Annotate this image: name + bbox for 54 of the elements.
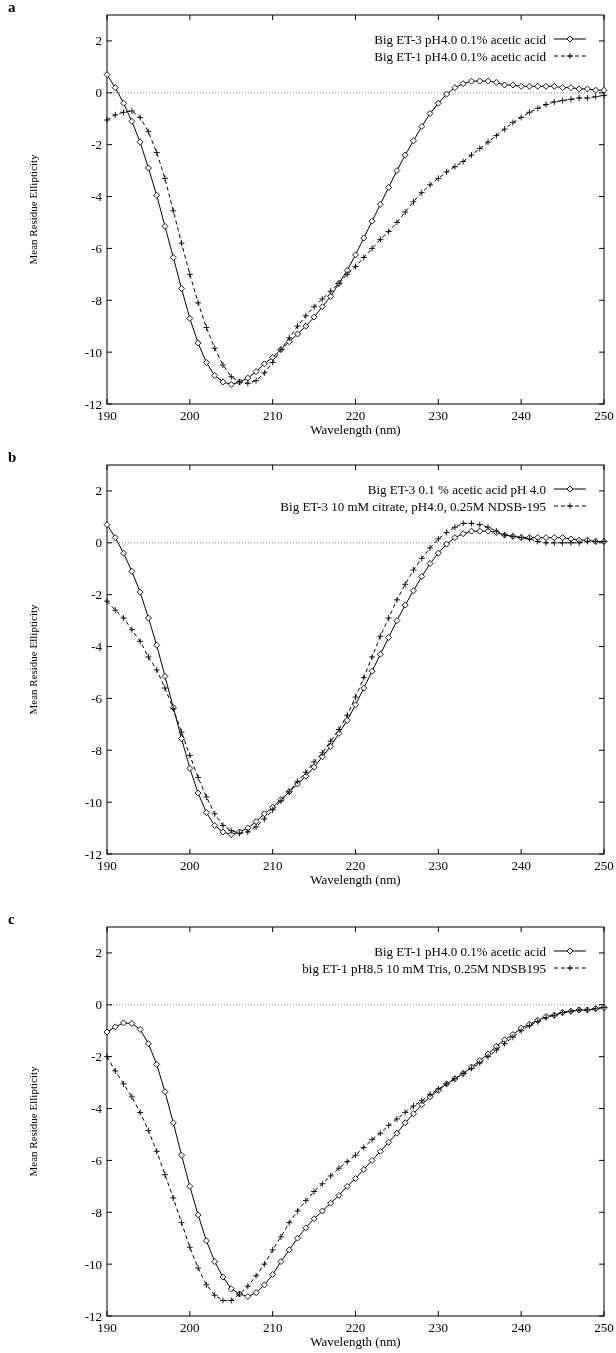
y-tick-label: -4 <box>91 189 103 205</box>
y-tick-label: -2 <box>91 1049 102 1065</box>
legend-label: big ET-1 pH8.5 10 mM Tris, 0.25M NDSB195 <box>302 960 546 976</box>
text: c <box>8 911 15 927</box>
y-tick-label: -6 <box>91 690 103 706</box>
y-tick-label: 2 <box>95 483 102 499</box>
x-tick-label: 220 <box>345 858 366 873</box>
x-tick-label: 240 <box>511 1320 531 1335</box>
x-tick-label: 250 <box>594 1320 614 1335</box>
y-tick-label: -2 <box>91 137 102 153</box>
x-tick-label: 230 <box>428 1320 449 1335</box>
y-tick-label: -8 <box>91 1204 102 1220</box>
y-tick-label: 0 <box>95 535 102 551</box>
x-tick-label: 210 <box>262 1320 283 1335</box>
x-tick-label: 210 <box>262 858 283 873</box>
y-tick-label: -4 <box>91 639 103 655</box>
y-tick-label: -8 <box>91 742 102 758</box>
x-tick-label: 200 <box>180 1320 200 1335</box>
x-tick-label: 230 <box>428 408 449 423</box>
y-tick-label: -10 <box>84 794 102 810</box>
x-axis-title: Wavelength (nm) <box>310 422 401 437</box>
x-axis-title: Wavelength (nm) <box>310 872 401 887</box>
y-tick-label: -10 <box>84 344 102 360</box>
y-tick-label: 0 <box>95 85 102 101</box>
legend-label: Big ET-3 10 mM citrate, pH4.0, 0.25M NDSB-195 <box>280 498 546 514</box>
text: b <box>8 449 17 465</box>
x-tick-label: 230 <box>428 858 449 873</box>
y-tick-label: -4 <box>91 1101 103 1117</box>
y-tick-label: -2 <box>91 587 102 603</box>
y-tick-label: -6 <box>91 240 103 256</box>
x-tick-label: 220 <box>345 1320 366 1335</box>
x-tick-label: 240 <box>511 858 531 873</box>
text: a <box>8 0 16 15</box>
x-tick-label: 240 <box>511 408 531 423</box>
x-tick-label: 220 <box>345 408 366 423</box>
y-axis-title: Mean Residue Ellipticity <box>27 1066 39 1177</box>
legend-label: Big ET-3 pH4.0 0.1% acetic acid <box>374 31 547 47</box>
legend-label: Big ET-3 0.1 % acetic acid pH 4.0 <box>367 481 546 497</box>
y-tick-label: -10 <box>84 1256 102 1272</box>
y-tick-label: 2 <box>95 33 102 49</box>
x-tick-label: 200 <box>180 408 200 423</box>
x-axis-title: Wavelength (nm) <box>310 1334 401 1349</box>
x-tick-label: 210 <box>262 408 283 423</box>
y-axis-title: Mean Residue Ellipticity <box>27 604 39 715</box>
x-tick-label: 200 <box>180 858 200 873</box>
y-tick-label: -8 <box>91 292 102 308</box>
y-tick-label: 2 <box>95 945 102 961</box>
y-tick-label: -6 <box>91 1152 103 1168</box>
y-axis-title: Mean Residue Ellipticity <box>27 154 39 265</box>
legend-label: Big ET-1 pH4.0 0.1% acetic acid <box>374 48 547 64</box>
x-tick-label: 250 <box>594 858 614 873</box>
y-tick-label: 0 <box>95 997 102 1013</box>
x-tick-label: 250 <box>594 408 614 423</box>
legend-label: Big ET-1 pH4.0 0.1% acetic acid <box>374 943 547 959</box>
